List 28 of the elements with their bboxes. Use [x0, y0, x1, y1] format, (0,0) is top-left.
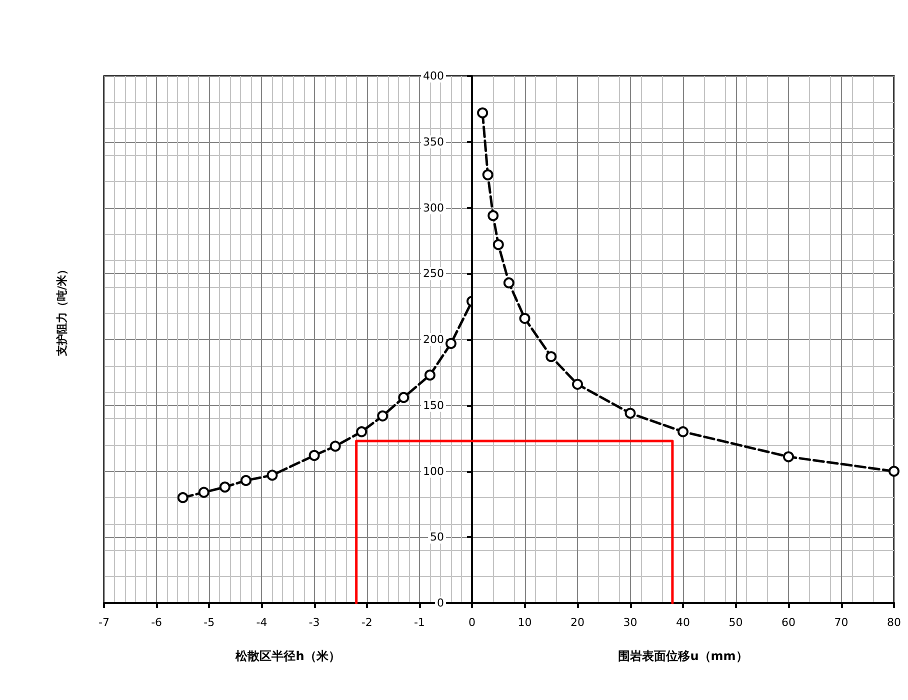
- y-tick-label: 150: [423, 398, 444, 412]
- y-tick-label: 200: [423, 333, 444, 346]
- x-tick-label: 70: [834, 616, 848, 629]
- x-tick-label: 60: [782, 616, 796, 629]
- x-tick-label: -4: [256, 616, 268, 629]
- x-tick-label: -3: [308, 616, 320, 629]
- y-tick-label: 250: [423, 267, 444, 280]
- y-tick-label: 50: [430, 530, 444, 544]
- x-tick-label: -7: [98, 616, 110, 629]
- x-tick-label: 0: [468, 616, 476, 629]
- y-tick-label: 400: [423, 70, 444, 82]
- x-tick-label: -5: [204, 616, 215, 629]
- x-axis-title: 松散区半径h（米）: [234, 649, 340, 663]
- x-tick-label: 40: [676, 616, 690, 629]
- y-axis-title: 支护阻力（吨/米）: [56, 264, 68, 358]
- x-tick-label: 20: [570, 616, 584, 629]
- x-tick-label: -2: [361, 616, 372, 629]
- x-tick-label: -1: [414, 616, 425, 629]
- x-tick-label: -6: [151, 616, 162, 629]
- y-tick-label: 100: [423, 464, 444, 478]
- x-tick-label: 50: [728, 616, 743, 629]
- x-tick-label: 10: [518, 616, 532, 629]
- x-tick-label: 30: [623, 616, 638, 629]
- x-tick-label: 80: [887, 616, 901, 629]
- y-tick-label: 350: [423, 135, 444, 148]
- x-axis-title: 围岩表面位移u（mm）: [618, 649, 748, 663]
- y-tick-label: 0: [437, 596, 444, 610]
- y-tick-label: 300: [423, 201, 444, 214]
